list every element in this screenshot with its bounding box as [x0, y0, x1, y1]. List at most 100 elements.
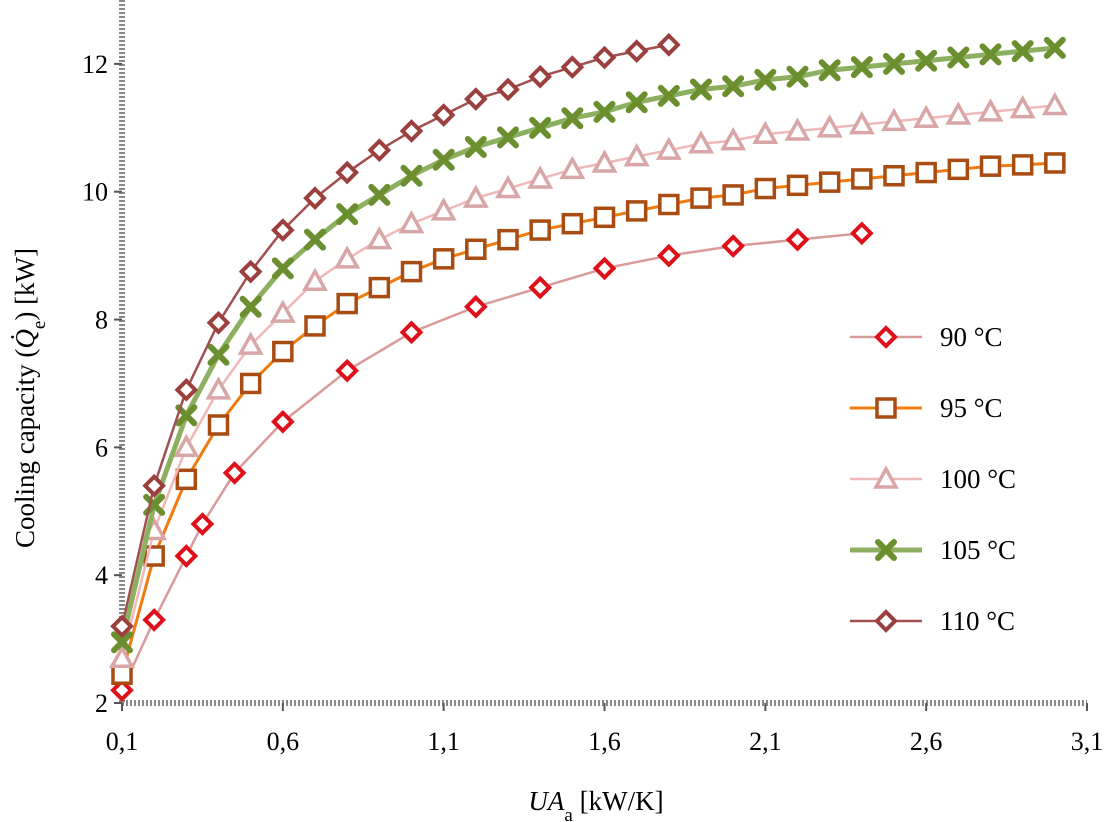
data-point	[366, 226, 393, 250]
data-point	[432, 248, 455, 270]
legend-item: 95 °C	[850, 393, 1003, 423]
data-point	[109, 644, 135, 669]
data-point	[947, 158, 970, 181]
data-point	[816, 114, 843, 138]
data-point	[848, 111, 875, 135]
series-4	[111, 36, 1066, 654]
x-tick-label: 0,6	[267, 727, 300, 756]
x-axis-title-main: UA	[528, 786, 564, 816]
series-1	[110, 221, 874, 703]
data-point	[304, 315, 326, 337]
data-point	[690, 78, 712, 101]
series-5	[110, 32, 681, 639]
data-point	[947, 46, 970, 69]
data-point	[302, 267, 328, 291]
data-point	[399, 119, 424, 143]
data-point	[559, 155, 586, 180]
data-point	[237, 331, 264, 355]
data-point	[336, 292, 358, 315]
y-axis-title-pre: Cooling capacity (	[10, 349, 40, 548]
data-point	[945, 101, 972, 125]
legend-marker	[875, 539, 897, 561]
data-point	[367, 138, 392, 163]
data-point	[269, 299, 296, 323]
data-point	[785, 227, 810, 252]
data-point	[1011, 40, 1034, 63]
data-point	[784, 117, 811, 141]
data-point	[400, 164, 423, 187]
legend-item: 100 °C	[850, 464, 1016, 494]
data-point	[175, 404, 198, 427]
data-point	[1011, 154, 1034, 176]
data-point	[851, 168, 873, 190]
data-point	[786, 174, 809, 197]
data-point	[464, 135, 487, 158]
y-axis-title-sub: e	[29, 321, 50, 329]
legend-label: 95 °C	[940, 393, 1003, 423]
data-point	[754, 177, 777, 200]
data-point	[239, 372, 262, 395]
data-point	[655, 136, 682, 160]
data-point	[1043, 36, 1066, 59]
data-point	[1044, 152, 1066, 174]
legend: 90 °C 95 °C 100 °C 105 °C 110 °C	[850, 322, 1016, 636]
data-point	[400, 260, 423, 283]
data-point	[658, 193, 680, 216]
series-line	[120, 43, 670, 627]
y-tick-label: 10	[82, 178, 108, 207]
data-point	[818, 171, 841, 193]
y-axis-title-post: ) [kW]	[10, 248, 40, 321]
data-point	[304, 228, 326, 251]
data-point	[464, 87, 488, 111]
legend-marker	[874, 325, 898, 349]
data-point	[786, 65, 809, 88]
y-tick-label: 2	[95, 689, 108, 718]
x-tick-label: 1,6	[588, 727, 621, 756]
data-point	[207, 343, 230, 366]
data-point	[657, 84, 680, 107]
data-point	[625, 200, 648, 222]
y-tick-label: 12	[82, 50, 108, 79]
data-point	[272, 340, 294, 363]
data-point	[721, 234, 745, 258]
data-point	[368, 183, 391, 206]
axis-ticks: 0,1 0,6 1,1 1,6 2,1 2,6 3,1 2 4 6 8 10 12	[82, 50, 1103, 756]
data-point	[142, 473, 166, 498]
data-point	[206, 310, 231, 335]
data-point	[368, 276, 391, 299]
data-point	[528, 64, 552, 89]
series-line	[120, 161, 1055, 675]
data-point	[190, 512, 215, 536]
data-point	[593, 206, 616, 229]
legend-label: 100 °C	[940, 464, 1016, 494]
data-point	[1009, 95, 1036, 119]
data-point	[111, 631, 133, 654]
data-point	[174, 544, 199, 568]
x-tick-label: 2,1	[749, 727, 782, 756]
data-point	[432, 148, 455, 171]
data-point	[979, 155, 1002, 177]
data-point	[430, 197, 457, 221]
data-point	[142, 608, 166, 632]
data-point	[560, 55, 585, 79]
data-point	[495, 174, 521, 199]
data-point	[205, 376, 232, 400]
data-point	[977, 98, 1004, 122]
y-tick-label: 4	[95, 561, 108, 590]
x-axis-title: UAa [kW/K]	[528, 786, 663, 822]
data-point	[497, 228, 519, 251]
data-point	[528, 275, 552, 300]
data-point	[688, 130, 714, 154]
data-point	[464, 294, 488, 319]
data-point	[497, 126, 519, 149]
data-point	[624, 39, 649, 63]
data-point	[722, 75, 745, 98]
data-point	[462, 184, 489, 208]
data-point	[303, 186, 327, 210]
data-point	[592, 45, 617, 70]
data-point	[173, 433, 200, 458]
data-point	[335, 160, 359, 185]
data-point	[271, 257, 294, 280]
data-point	[657, 243, 681, 268]
data-point	[850, 221, 874, 246]
